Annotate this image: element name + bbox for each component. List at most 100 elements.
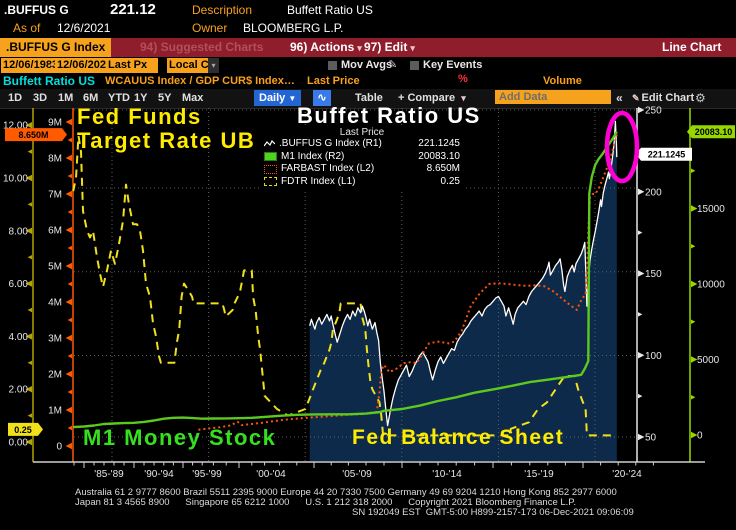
axis-label-r2: 10000 bbox=[697, 280, 725, 291]
x-axis-label: '95-'99 bbox=[192, 469, 222, 480]
gear-icon[interactable]: ⚙ bbox=[695, 91, 706, 105]
mov-avgs-checkbox[interactable] bbox=[328, 61, 337, 70]
line-chart-icon: ∿ bbox=[317, 92, 327, 104]
axis-label-r1: 200 bbox=[645, 187, 662, 198]
x-axis-label: '85-'89 bbox=[94, 469, 124, 480]
chevron-down-icon: ▼ bbox=[288, 94, 297, 103]
add-data-input[interactable] bbox=[495, 90, 611, 104]
footer-terminal-info: SN 192049 EST GMT-5:00 H899-2157-173 06-… bbox=[352, 507, 634, 518]
legend-label: M1 Index (R2) bbox=[281, 150, 345, 162]
series-line-fdtr bbox=[72, 134, 617, 437]
percent-icon[interactable]: % bbox=[458, 73, 468, 85]
security-ticker: .BUFFUS G bbox=[4, 3, 69, 17]
axis-tick-r1 bbox=[638, 393, 643, 399]
period-3d[interactable]: 3D bbox=[33, 92, 48, 104]
period-max[interactable]: Max bbox=[182, 92, 204, 104]
axis-label-l2: 4M bbox=[48, 298, 62, 309]
axis-label-r1: 150 bbox=[645, 269, 662, 280]
axis-label-l2: 0 bbox=[56, 442, 62, 453]
axis-tick-l2 bbox=[67, 209, 72, 215]
axis-tick-l2 bbox=[65, 298, 72, 306]
axis-tick-l1 bbox=[27, 413, 32, 418]
axis-label-l2: 7M bbox=[48, 190, 62, 201]
axis-tick-l2 bbox=[65, 262, 72, 270]
axis-tick-r2 bbox=[691, 280, 698, 288]
legend-item-farbast[interactable]: FARBAST Index (L2) 8.650M bbox=[264, 163, 460, 176]
key-events-checkbox[interactable] bbox=[410, 61, 419, 70]
axis-tick-r2 bbox=[691, 319, 696, 324]
yellow-dashed-swatch-icon bbox=[264, 177, 277, 187]
compare-label: + Compare bbox=[398, 92, 456, 104]
axis-tick-l2 bbox=[65, 118, 72, 126]
axis-tick-r1 bbox=[638, 433, 645, 441]
compare-button[interactable]: + Compare ▾ bbox=[398, 92, 466, 104]
axis-label-l1: 2.00 bbox=[9, 385, 29, 396]
date-range-separator: - bbox=[49, 59, 53, 71]
axis-tick-r2 bbox=[691, 205, 698, 212]
legend-item-fdtr[interactable]: FDTR Index (L1) 0.25 bbox=[264, 176, 460, 189]
price-type-field[interactable]: Last Px bbox=[106, 58, 158, 73]
axis-tick-l1 bbox=[27, 202, 32, 207]
axis-tick-r1 bbox=[638, 188, 645, 195]
footer-contacts-line2: Japan 81 3 4565 8900 Singapore 65 6212 1… bbox=[75, 497, 577, 508]
legend-header: Last Price bbox=[339, 127, 385, 138]
axis-tick-l1 bbox=[25, 280, 32, 287]
x-axis-label: '90-'94 bbox=[144, 469, 174, 480]
frequency-dropdown[interactable]: Daily ▼ bbox=[254, 90, 302, 106]
axis-label-l1: 8.00 bbox=[9, 226, 29, 237]
frequency-label: Daily bbox=[259, 92, 286, 104]
legend-item-m1[interactable]: M1 Index (R2) 20083.10 bbox=[264, 151, 460, 164]
axis-tick-l1 bbox=[25, 174, 32, 182]
axis-tick-l2 bbox=[67, 353, 72, 359]
currency-field[interactable]: Local CCY bbox=[167, 58, 225, 73]
chart-style-button[interactable]: ∿ bbox=[313, 90, 331, 106]
axis-tick-r2 bbox=[691, 395, 696, 400]
legend-label: .BUFFUS G Index (R1) bbox=[279, 138, 382, 149]
edit-chart-button[interactable]: ✎ Edit Chart bbox=[632, 92, 694, 104]
actions-label: 96) Actions bbox=[290, 40, 355, 54]
pencil-icon[interactable]: ✎ bbox=[388, 59, 398, 71]
axis-tick-l2 bbox=[67, 425, 72, 431]
axis-tick-l1 bbox=[25, 386, 32, 393]
volume-label: Volume bbox=[543, 75, 582, 87]
value-badge-text: 221.1245 bbox=[648, 150, 686, 160]
axis-tick-l1 bbox=[27, 307, 32, 313]
period-1y[interactable]: 1Y bbox=[134, 92, 148, 104]
axis-label-r2: 5000 bbox=[697, 355, 720, 366]
legend-item-buffus[interactable]: .BUFFUS G Index (R1) 221.1245 bbox=[264, 138, 460, 151]
x-axis-label: '20-'24 bbox=[612, 469, 642, 480]
security-tab[interactable]: .BUFFUS G Index bbox=[0, 38, 112, 57]
period-1d[interactable]: 1D bbox=[8, 92, 23, 104]
axis-tick-l1 bbox=[25, 122, 32, 129]
table-button[interactable]: Table bbox=[355, 92, 383, 104]
axis-tick-l2 bbox=[65, 370, 72, 378]
collapse-panel-button[interactable]: « bbox=[616, 91, 623, 105]
actions-menu[interactable]: 96) Actions ▾ bbox=[290, 40, 362, 54]
axis-label-l2: 9M bbox=[48, 118, 62, 129]
period-6m[interactable]: 6M bbox=[83, 92, 99, 104]
period-ytd[interactable]: YTD bbox=[108, 92, 130, 104]
period-1m[interactable]: 1M bbox=[58, 92, 74, 104]
x-axis-label: '00-'04 bbox=[256, 469, 286, 480]
x-axis-label: '10-'14 bbox=[432, 469, 462, 480]
legend-value: 0.25 bbox=[440, 175, 460, 187]
owner-value: BLOOMBERG L.P. bbox=[243, 21, 344, 35]
axis-tick-l2 bbox=[65, 226, 72, 234]
axis-label-l2: 1M bbox=[48, 406, 62, 417]
value-badge bbox=[8, 422, 43, 436]
period-5y[interactable]: 5Y bbox=[158, 92, 172, 104]
currency-dropdown-button[interactable]: ▾ bbox=[208, 58, 219, 73]
value-badge bbox=[687, 125, 735, 139]
suggested-charts-menu[interactable]: 94) Suggested Charts bbox=[140, 40, 264, 54]
axis-tick-l1 bbox=[25, 227, 32, 234]
axis-tick-l2 bbox=[67, 389, 72, 395]
highlight-ellipse bbox=[604, 110, 640, 184]
as-of-value: 12/6/2021 bbox=[57, 21, 111, 35]
edit-menu[interactable]: 97) Edit ▾ bbox=[364, 40, 415, 54]
legend-value: 221.1245 bbox=[418, 138, 460, 149]
axis-tick-l2 bbox=[67, 173, 72, 179]
value-badge bbox=[636, 147, 692, 161]
axis-tick-l1 bbox=[27, 360, 32, 365]
axis-tick-l2 bbox=[67, 137, 72, 143]
axis-label-l1: 6.00 bbox=[9, 279, 29, 290]
